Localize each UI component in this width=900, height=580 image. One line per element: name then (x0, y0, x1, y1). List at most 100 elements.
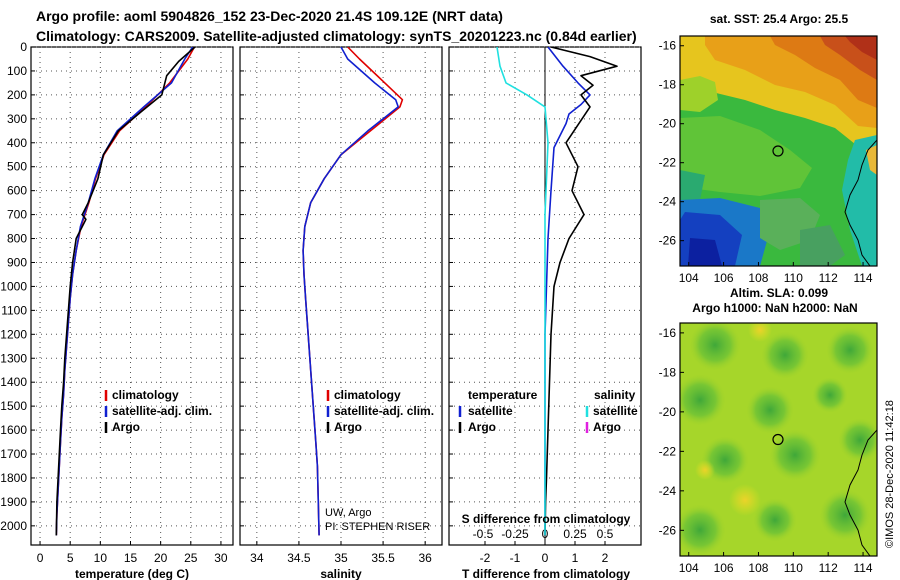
map-y-tick-label: -18 (659, 365, 677, 379)
legend-satellite-label: satellite-adj. clim. (112, 404, 212, 418)
tick-layer: 0 5 10 15 20 25 30 34 34.5 35 35.5 36 -2 -1 0 1 2 -0.5 -0.… (0, 40, 613, 565)
x-tick-label: 35 (334, 551, 348, 565)
x-tick-label: 20 (154, 551, 168, 565)
top-x-tick-label: -0.25 (501, 527, 529, 541)
x-tick-label: 36 (418, 551, 432, 565)
y-tick-label: 400 (7, 136, 27, 150)
series-line-climatology (55, 47, 196, 536)
imos-watermark: ©IMOS 28-Dec-2020 11:42:18 (884, 400, 896, 548)
y-tick-label: 600 (7, 184, 27, 198)
legend-t-satellite-label: satellite (468, 404, 513, 418)
temperature-legend: climatology satellite-adj. clim. Argo (104, 388, 212, 434)
y-tick-label: 1600 (0, 423, 27, 437)
figure-subtitle: Climatology: CARS2009. Satellite-adjuste… (36, 28, 637, 44)
sla-argo-marker (772, 433, 784, 446)
temperature-panel-frame (30, 46, 234, 546)
sst-map-image (680, 36, 877, 266)
y-tick-label: 200 (7, 88, 27, 102)
y-tick-label: 1400 (0, 375, 27, 389)
map-y-tick-label: -24 (659, 195, 677, 209)
salinity-legend: climatology satellite-adj. clim. Argo UW… (325, 388, 434, 533)
map-x-tick-label: 112 (819, 271, 838, 285)
legend-s-satellite-label: satellite (593, 404, 638, 418)
sla-map-ticks: 104 106 108 110 112 114 -16 -18 -20 -22 -24 -26 (659, 326, 873, 575)
x-tick-label: 0 (542, 551, 549, 565)
y-tick-label: 1000 (0, 279, 27, 293)
map-x-tick-label: 110 (784, 561, 803, 575)
series-line-climatology (302, 47, 404, 536)
figure-title: Argo profile: aoml 5904826_152 23-Dec-20… (36, 8, 503, 24)
x-tick-label: 5 (67, 551, 74, 565)
map-y-tick-label: -22 (659, 444, 677, 458)
y-tick-label: 700 (7, 208, 27, 222)
salinity-xlabel: salinity (320, 567, 362, 580)
map-x-tick-label: 110 (784, 271, 803, 285)
y-tick-label: 1800 (0, 471, 27, 485)
x-tick-label: 34 (250, 551, 264, 565)
map-x-tick-label: 112 (819, 561, 838, 575)
map-x-tick-label: 114 (853, 561, 872, 575)
sst-coastline (844, 139, 877, 266)
map-x-tick-label: 114 (853, 271, 872, 285)
top-x-tick-label: 0.5 (597, 527, 614, 541)
x-tick-label: 35.5 (371, 551, 395, 565)
legend-t-argo-label: Argo (468, 420, 496, 434)
sla-map-subtitle: Argo h1000: NaN h2000: NaN (692, 301, 857, 315)
x-tick-label: 30 (214, 551, 228, 565)
sst-map-ticks: 104 106 108 110 112 114 -16 -18 -20 -22 -24 -26 (659, 39, 873, 285)
y-tick-label: 0 (20, 40, 27, 54)
map-x-tick-label: 106 (714, 561, 734, 575)
legend-argo-label: Argo (334, 420, 362, 434)
sst-map-title: sat. SST: 25.4 Argo: 25.5 (710, 12, 849, 26)
map-x-tick-label: 104 (679, 271, 699, 285)
sla-map-frame (679, 322, 878, 557)
map-x-tick-label: 106 (714, 271, 734, 285)
y-tick-label: 900 (7, 255, 27, 269)
x-tick-label: 2 (602, 551, 609, 565)
y-tick-label: 1700 (0, 447, 27, 461)
x-tick-label: 10 (94, 551, 108, 565)
x-tick-label: 34.5 (287, 551, 311, 565)
series-layer (55, 47, 618, 536)
x-tick-label: -1 (510, 551, 521, 565)
top-x-tick-label: -0.5 (473, 527, 494, 541)
series-line-satellite-adj-clim- (302, 47, 400, 536)
legend-s-argo-label: Argo (593, 420, 621, 434)
y-tick-label: 300 (7, 112, 27, 126)
series-line-t-argo (544, 47, 618, 536)
legend-argo-label: Argo (112, 420, 140, 434)
legend-salinity-title: salinity (594, 388, 636, 402)
map-y-tick-label: -16 (659, 39, 677, 53)
map-x-tick-label: 108 (748, 561, 768, 575)
temperature-xlabel: temperature (deg C) (75, 567, 189, 580)
difference-xlabel: T difference from climatology (462, 567, 630, 580)
y-tick-label: 1900 (0, 495, 27, 509)
pi-annotation-line2: PI: STEPHEN RISER (325, 521, 430, 533)
series-line-t-satellite (544, 47, 591, 536)
series-line-satellite-adj-clim- (55, 47, 194, 536)
y-tick-label: 500 (7, 160, 27, 174)
legend-temperature-title: temperature (468, 388, 538, 402)
map-y-tick-label: -20 (659, 117, 677, 131)
x-tick-label: 0 (37, 551, 44, 565)
legend-satellite-label: satellite-adj. clim. (334, 404, 434, 418)
sla-coastline (844, 429, 877, 556)
sst-map-frame (679, 35, 878, 267)
map-y-tick-label: -26 (659, 523, 677, 537)
difference-top-xlabel: S difference from climatology (462, 512, 631, 526)
x-tick-label: 25 (184, 551, 198, 565)
sla-map-image (680, 323, 877, 556)
series-line-argo (55, 47, 196, 536)
series-line-s-satellite (496, 47, 549, 536)
map-y-tick-label: -20 (659, 405, 677, 419)
map-y-tick-label: -18 (659, 78, 677, 92)
map-x-tick-label: 104 (679, 561, 699, 575)
y-tick-label: 800 (7, 232, 27, 246)
map-y-tick-label: -16 (659, 326, 677, 340)
legend-climatology-label: climatology (112, 388, 179, 402)
x-tick-label: -2 (480, 551, 491, 565)
top-x-tick-label: 0.25 (563, 527, 587, 541)
salinity-panel-frame (239, 46, 443, 546)
x-tick-label: 1 (572, 551, 579, 565)
